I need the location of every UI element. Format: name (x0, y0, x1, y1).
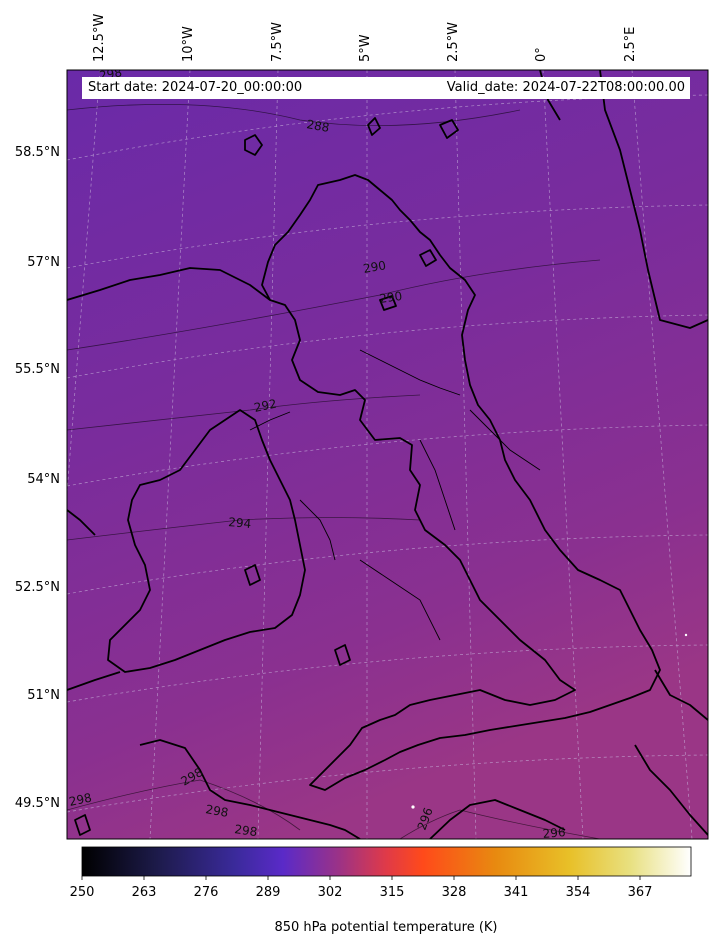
contour-label: 296 (542, 825, 566, 841)
lat-label: 58.5°N (14, 145, 60, 160)
contours (67, 103, 601, 839)
contour-label: 298 (68, 790, 93, 808)
colorbar (81, 846, 692, 877)
colorbar-tick-label: 250 (69, 885, 95, 900)
lon-label: 0° (534, 47, 549, 62)
lat-label: 54°N (27, 472, 60, 487)
contour-label: 298 (234, 822, 259, 839)
lat-label: 57°N (27, 255, 60, 270)
lon-label: 10°W (181, 26, 196, 62)
contour-label: 292 (253, 396, 278, 414)
white-point (411, 805, 415, 809)
map-frame (66, 69, 709, 840)
lat-label: 51°N (27, 688, 60, 703)
colorbar-tick-label: 341 (503, 885, 529, 900)
colorbar-tick-label: 367 (627, 885, 653, 900)
contour-label: 294 (228, 515, 252, 531)
date-header: Start date: 2024-07-20_00:00:00 Valid_da… (82, 77, 690, 99)
lat-label: 52.5°N (14, 580, 60, 595)
lon-label: 5°W (358, 34, 373, 62)
colorbar-tick-label: 328 (441, 885, 467, 900)
graticule (67, 70, 708, 839)
lat-label: 55.5°N (14, 362, 60, 377)
lon-label: 7.5°W (270, 21, 285, 62)
colorbar-tick-label: 302 (317, 885, 343, 900)
contour-label: 290 (378, 289, 403, 306)
lon-label: 2.5°E (623, 26, 638, 62)
colorbar-ticks (81, 876, 641, 880)
colorbar-tick-label: 289 (255, 885, 281, 900)
start-date: Start date: 2024-07-20_00:00:00 (88, 80, 303, 95)
white-point (684, 633, 688, 637)
lon-label: 2.5°W (446, 21, 461, 62)
colorbar-tick-label: 263 (131, 885, 157, 900)
colorbar-title: 850 hPa potential temperature (K) (274, 920, 498, 935)
internal-borders (249, 349, 541, 641)
contour-label: 298 (204, 802, 229, 820)
temperature-field (67, 70, 708, 839)
contour-label: 288 (305, 117, 330, 135)
lat-label: 49.5°N (14, 796, 60, 811)
colorbar-tick-label: 354 (565, 885, 591, 900)
valid-date: Valid_date: 2024-07-22T08:00:00.00 (446, 80, 685, 95)
colorbar-tick-label: 276 (193, 885, 219, 900)
contour-label: 290 (362, 258, 387, 276)
lon-label: 12.5°W (92, 13, 107, 62)
colorbar-tick-label: 315 (379, 885, 405, 900)
